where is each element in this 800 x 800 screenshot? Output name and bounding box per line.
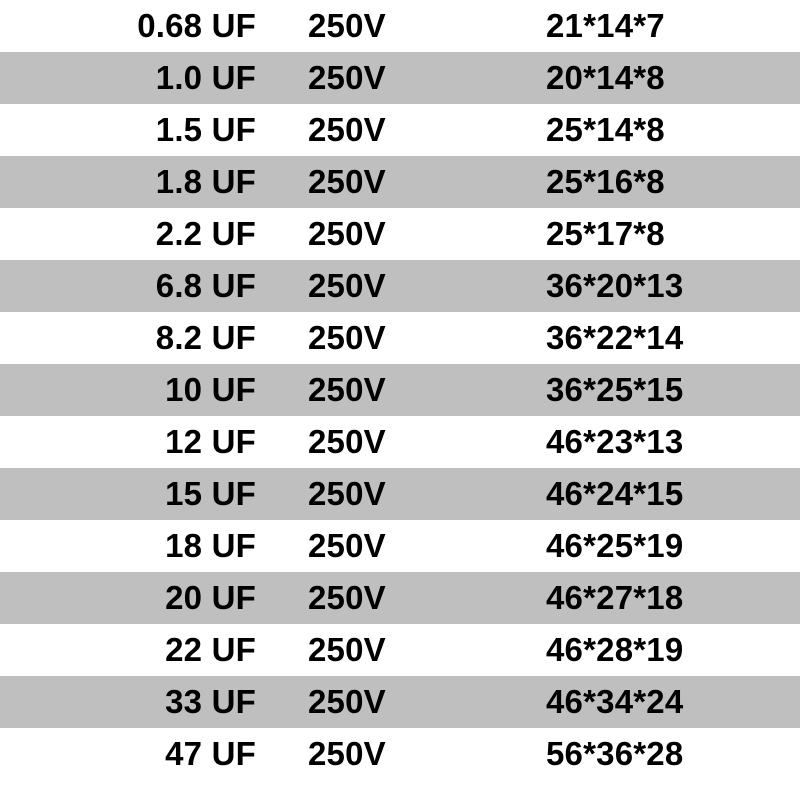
cell-capacitance: 15 UF [0, 475, 266, 513]
table-row: 15 UF250V46*24*15 [0, 468, 800, 520]
cell-voltage: 250V [266, 371, 518, 409]
cell-voltage: 250V [266, 215, 518, 253]
cell-capacitance: 1.8 UF [0, 163, 266, 201]
cell-dimensions: 46*25*19 [518, 527, 800, 565]
table-row: 1.0 UF250V20*14*8 [0, 52, 800, 104]
cell-capacitance: 12 UF [0, 423, 266, 461]
cell-dimensions: 46*23*13 [518, 423, 800, 461]
cell-dimensions: 46*27*18 [518, 579, 800, 617]
cell-capacitance: 33 UF [0, 683, 266, 721]
table-row: 0.68 UF250V21*14*7 [0, 0, 800, 52]
cell-capacitance: 20 UF [0, 579, 266, 617]
cell-capacitance: 8.2 UF [0, 319, 266, 357]
cell-voltage: 250V [266, 59, 518, 97]
cell-voltage: 250V [266, 111, 518, 149]
table-row: 47 UF250V56*36*28 [0, 728, 800, 780]
cell-capacitance: 1.0 UF [0, 59, 266, 97]
cell-voltage: 250V [266, 683, 518, 721]
cell-voltage: 250V [266, 319, 518, 357]
table-row: 2.2 UF250V25*17*8 [0, 208, 800, 260]
cell-dimensions: 20*14*8 [518, 59, 800, 97]
table-row: 8.2 UF250V36*22*14 [0, 312, 800, 364]
cell-dimensions: 21*14*7 [518, 7, 800, 45]
table-row: 22 UF250V46*28*19 [0, 624, 800, 676]
cell-voltage: 250V [266, 631, 518, 669]
cell-capacitance: 6.8 UF [0, 267, 266, 305]
cell-capacitance: 47 UF [0, 735, 266, 773]
cell-dimensions: 36*22*14 [518, 319, 800, 357]
table-row: 12 UF250V46*23*13 [0, 416, 800, 468]
cell-voltage: 250V [266, 527, 518, 565]
cell-dimensions: 56*36*28 [518, 735, 800, 773]
cell-dimensions: 25*14*8 [518, 111, 800, 149]
cell-dimensions: 46*24*15 [518, 475, 800, 513]
table-row: 20 UF250V46*27*18 [0, 572, 800, 624]
cell-capacitance: 22 UF [0, 631, 266, 669]
cell-dimensions: 25*16*8 [518, 163, 800, 201]
cell-voltage: 250V [266, 267, 518, 305]
cell-capacitance: 18 UF [0, 527, 266, 565]
cell-capacitance: 1.5 UF [0, 111, 266, 149]
table-row: 1.8 UF250V25*16*8 [0, 156, 800, 208]
table-row: 33 UF250V46*34*24 [0, 676, 800, 728]
cell-voltage: 250V [266, 475, 518, 513]
cell-voltage: 250V [266, 735, 518, 773]
cell-voltage: 250V [266, 423, 518, 461]
table-row: 10 UF250V36*25*15 [0, 364, 800, 416]
cell-voltage: 250V [266, 163, 518, 201]
cell-capacitance: 10 UF [0, 371, 266, 409]
cell-dimensions: 36*20*13 [518, 267, 800, 305]
cell-dimensions: 36*25*15 [518, 371, 800, 409]
cell-dimensions: 25*17*8 [518, 215, 800, 253]
spec-table: 0.68 UF250V21*14*71.0 UF250V20*14*81.5 U… [0, 0, 800, 780]
table-row: 6.8 UF250V36*20*13 [0, 260, 800, 312]
cell-capacitance: 0.68 UF [0, 7, 266, 45]
table-row: 1.5 UF250V25*14*8 [0, 104, 800, 156]
cell-dimensions: 46*34*24 [518, 683, 800, 721]
cell-capacitance: 2.2 UF [0, 215, 266, 253]
cell-dimensions: 46*28*19 [518, 631, 800, 669]
cell-voltage: 250V [266, 7, 518, 45]
table-row: 18 UF250V46*25*19 [0, 520, 800, 572]
cell-voltage: 250V [266, 579, 518, 617]
